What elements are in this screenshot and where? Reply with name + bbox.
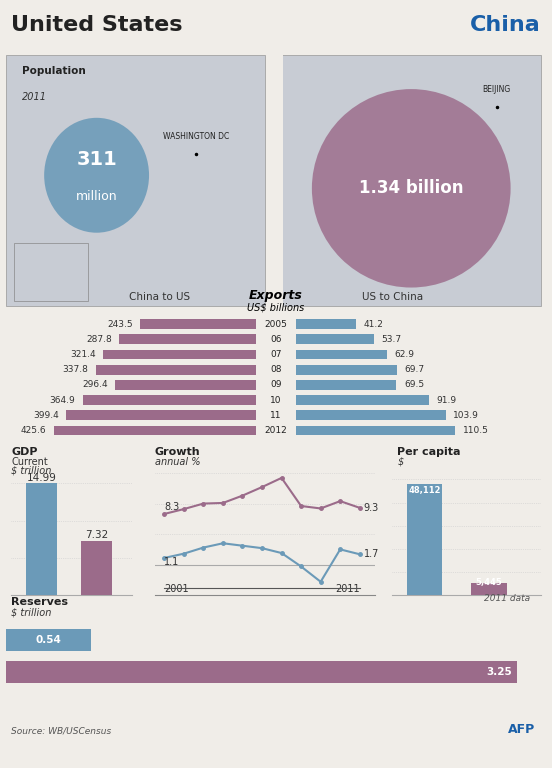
Ellipse shape [312, 89, 511, 287]
Bar [82, 541, 112, 595]
Text: 1.34 billion: 1.34 billion [359, 179, 464, 197]
Bar [406, 484, 442, 595]
Bar [471, 583, 507, 595]
Text: Per capita: Per capita [397, 447, 461, 457]
Text: 62.9: 62.9 [395, 350, 415, 359]
Ellipse shape [44, 118, 149, 233]
FancyBboxPatch shape [103, 349, 256, 359]
Text: 11: 11 [270, 411, 282, 420]
FancyBboxPatch shape [296, 319, 355, 329]
FancyBboxPatch shape [115, 380, 256, 390]
Text: 364.9: 364.9 [49, 396, 75, 405]
Text: 296.4: 296.4 [82, 380, 108, 389]
Text: 09: 09 [270, 380, 282, 389]
Text: AFP: AFP [508, 723, 535, 737]
Text: GDP: GDP [11, 447, 38, 457]
Text: United States: United States [11, 15, 183, 35]
Text: $: $ [397, 457, 404, 467]
Text: 2001: 2001 [164, 584, 189, 594]
Text: 425.6: 425.6 [21, 426, 46, 435]
Text: 103.9: 103.9 [453, 411, 479, 420]
Text: 07: 07 [270, 350, 282, 359]
Text: 110.5: 110.5 [463, 426, 489, 435]
Text: 1.7: 1.7 [364, 549, 379, 559]
Text: 53.7: 53.7 [381, 335, 401, 344]
Text: 337.8: 337.8 [62, 366, 88, 374]
FancyBboxPatch shape [54, 425, 256, 435]
Text: 311: 311 [76, 150, 117, 169]
FancyBboxPatch shape [95, 365, 256, 375]
Text: WASHINGTON DC: WASHINGTON DC [163, 132, 229, 141]
Text: 7.32: 7.32 [85, 530, 108, 541]
Text: $ trillion: $ trillion [11, 608, 51, 618]
Text: 41.2: 41.2 [363, 319, 383, 329]
FancyBboxPatch shape [83, 395, 256, 405]
Text: 69.7: 69.7 [404, 366, 424, 374]
FancyBboxPatch shape [269, 50, 283, 311]
FancyBboxPatch shape [6, 660, 517, 683]
FancyBboxPatch shape [296, 410, 446, 420]
Text: 9.3: 9.3 [364, 503, 379, 513]
Text: 10: 10 [270, 396, 282, 405]
Text: Exports: Exports [249, 289, 303, 302]
Text: 0.54: 0.54 [35, 635, 61, 645]
Text: China to US: China to US [129, 292, 190, 302]
Text: 2011: 2011 [22, 91, 47, 101]
FancyBboxPatch shape [296, 380, 396, 390]
Text: 5,445: 5,445 [476, 578, 502, 588]
Text: 2012: 2012 [264, 426, 288, 435]
Text: 06: 06 [270, 335, 282, 344]
Text: million: million [76, 190, 118, 203]
FancyBboxPatch shape [296, 334, 374, 344]
Text: 287.8: 287.8 [86, 335, 112, 344]
FancyBboxPatch shape [296, 349, 387, 359]
Text: 1.1: 1.1 [164, 558, 179, 568]
Text: Reserves: Reserves [11, 598, 68, 607]
FancyBboxPatch shape [296, 425, 455, 435]
Text: BEIJING: BEIJING [482, 85, 511, 94]
Text: 8.3: 8.3 [164, 502, 179, 511]
FancyBboxPatch shape [282, 55, 541, 306]
Text: annual %: annual % [155, 457, 200, 467]
FancyBboxPatch shape [119, 334, 256, 344]
FancyBboxPatch shape [66, 410, 256, 420]
Text: 91.9: 91.9 [436, 396, 457, 405]
Text: 2011 data: 2011 data [484, 594, 530, 603]
Text: 321.4: 321.4 [70, 350, 95, 359]
Text: 243.5: 243.5 [107, 319, 132, 329]
Text: 2011: 2011 [335, 584, 360, 594]
Text: Current: Current [11, 457, 48, 467]
FancyBboxPatch shape [140, 319, 256, 329]
Text: China: China [470, 15, 541, 35]
FancyBboxPatch shape [14, 243, 88, 300]
Text: 14.99: 14.99 [26, 473, 56, 483]
Text: $ trillion: $ trillion [11, 466, 51, 476]
Text: US to China: US to China [362, 292, 423, 302]
Text: 3.25: 3.25 [486, 667, 512, 677]
Text: Source: WB/USCensus: Source: WB/USCensus [11, 727, 112, 736]
Text: 399.4: 399.4 [33, 411, 59, 420]
Text: US$ billions: US$ billions [247, 303, 305, 313]
Text: 08: 08 [270, 366, 282, 374]
FancyBboxPatch shape [6, 55, 265, 306]
Text: 48,112: 48,112 [408, 486, 440, 495]
Text: Population: Population [22, 65, 86, 75]
FancyBboxPatch shape [296, 395, 428, 405]
FancyBboxPatch shape [6, 629, 91, 651]
Text: 69.5: 69.5 [404, 380, 424, 389]
Text: Growth: Growth [155, 447, 200, 457]
Text: 2005: 2005 [264, 319, 288, 329]
Bar [26, 483, 56, 595]
FancyBboxPatch shape [296, 365, 396, 375]
